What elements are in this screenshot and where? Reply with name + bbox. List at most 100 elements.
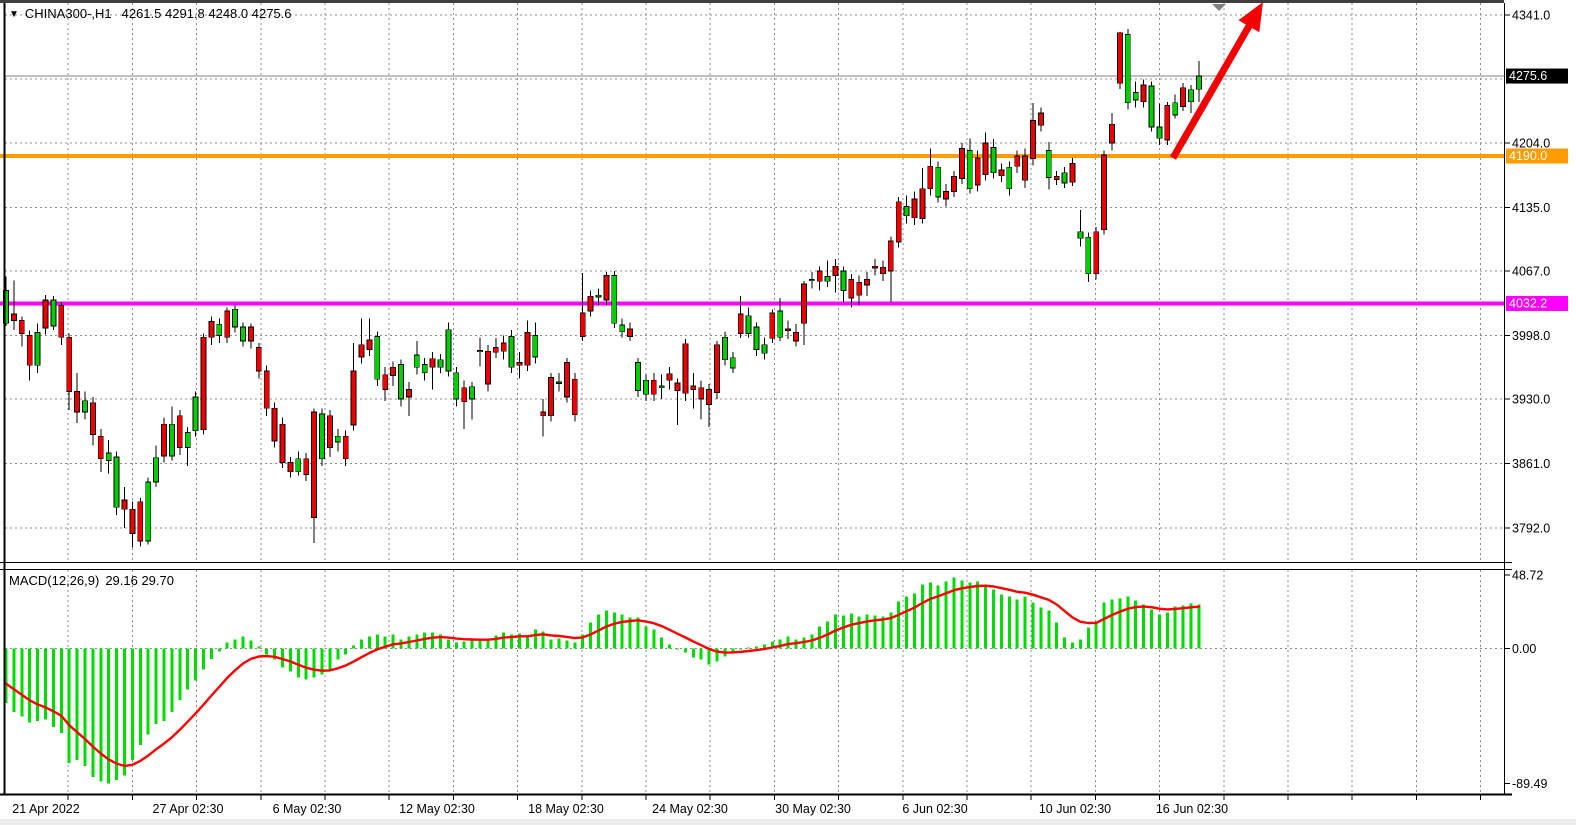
price-scale[interactable] xyxy=(1505,0,1576,795)
macd-histogram-bar xyxy=(178,648,182,700)
candle-down xyxy=(247,326,254,342)
macd-histogram-bar xyxy=(446,639,450,649)
candle-up xyxy=(635,362,641,391)
macd-histogram-bar xyxy=(968,582,972,649)
candle-down xyxy=(255,347,262,372)
candle-down xyxy=(872,265,878,269)
candle-down xyxy=(1180,87,1186,107)
macd-histogram-bar xyxy=(257,646,261,649)
candle-down xyxy=(492,347,499,353)
candle-up xyxy=(334,435,341,443)
candle-down xyxy=(1101,154,1107,231)
macd-histogram-bar xyxy=(533,629,537,649)
macd-histogram-bar xyxy=(660,637,664,649)
price-axis-label: 3998.0 xyxy=(1512,329,1550,343)
candle-down xyxy=(579,312,586,337)
time-scale[interactable] xyxy=(0,795,1576,825)
macd-histogram-bar xyxy=(1157,614,1161,649)
macd-histogram-bar xyxy=(676,648,679,650)
candle-up xyxy=(437,359,444,368)
candle-down xyxy=(895,201,902,243)
candle-up xyxy=(168,423,175,457)
candle-up xyxy=(1085,236,1092,275)
macd-histogram-bar xyxy=(928,582,932,649)
macd-histogram-bar xyxy=(636,617,640,649)
candle-down xyxy=(982,142,989,176)
macd-histogram-bar xyxy=(1086,627,1090,649)
macd-histogram-bar xyxy=(1102,602,1106,649)
macd-histogram-bar xyxy=(91,648,95,777)
time-axis-label: 24 May 02:30 xyxy=(652,802,728,816)
macd-histogram-bar xyxy=(146,648,150,735)
macd-histogram-bar xyxy=(525,636,529,649)
candle-up xyxy=(477,349,483,353)
candle-down xyxy=(358,344,365,358)
candle-up xyxy=(722,336,728,361)
macd-histogram-bar xyxy=(28,648,32,723)
macd-histogram-bar xyxy=(573,642,577,649)
candle-down xyxy=(785,328,791,332)
macd-histogram-bar xyxy=(1126,596,1130,649)
macd-histogram-bar xyxy=(731,648,735,652)
macd-histogram-bar xyxy=(304,648,308,680)
price-axis-label: 3792.0 xyxy=(1512,521,1550,535)
time-axis-label: 21 Apr 2022 xyxy=(12,802,79,816)
macd-histogram-bar xyxy=(747,647,751,649)
macd-histogram-bar xyxy=(1055,622,1059,649)
candle-up xyxy=(1148,85,1155,128)
macd-histogram-bar xyxy=(707,648,711,665)
symbol-dropdown-icon[interactable]: ▼ xyxy=(9,9,19,20)
macd-histogram-bar xyxy=(778,639,782,649)
candle-down xyxy=(571,378,578,416)
candle-down xyxy=(737,313,744,334)
macd-histogram-bar xyxy=(265,648,269,655)
macd-histogram-bar xyxy=(383,636,387,649)
macd-histogram-bar xyxy=(1165,612,1169,649)
candle-up xyxy=(145,481,152,542)
level-magenta-box xyxy=(1506,295,1568,311)
macd-histogram-bar xyxy=(1110,599,1114,649)
candle-down xyxy=(714,344,720,393)
candle-down xyxy=(832,265,839,277)
macd-histogram-bar xyxy=(1071,642,1074,649)
candle-down xyxy=(200,336,207,431)
macd-histogram-bar xyxy=(462,641,466,649)
macd-histogram-bar xyxy=(1189,603,1193,649)
macd-histogram-bar xyxy=(320,648,324,675)
candle-up xyxy=(824,276,831,282)
macd-signal-line xyxy=(4,584,1201,768)
macd-histogram-bar xyxy=(960,580,964,649)
candle-up xyxy=(658,385,665,389)
macd-histogram-bar xyxy=(44,648,47,720)
time-axis-label: 18 May 02:30 xyxy=(528,802,604,816)
macd-histogram-bar xyxy=(107,648,111,784)
candle-down xyxy=(208,321,215,338)
macd-histogram-bar xyxy=(352,645,356,649)
macd-histogram-bar xyxy=(936,585,940,649)
macd-histogram-bar xyxy=(241,636,245,649)
macd-histogram-bar xyxy=(1063,637,1067,649)
candle-down xyxy=(1053,176,1060,180)
macd-histogram-bar xyxy=(375,634,379,649)
macd-histogram-bar xyxy=(739,648,743,650)
macd-histogram-bar xyxy=(518,633,521,649)
candle-down xyxy=(366,339,373,350)
macd-indicator-label: MACD(12,26,9) 29.16 29.70 xyxy=(9,573,174,588)
window-bottom-strip xyxy=(0,819,1576,825)
candle-down xyxy=(137,501,144,542)
price-axis-label: 4135.0 xyxy=(1512,201,1550,215)
macd-histogram-bar xyxy=(1181,605,1185,649)
candle-up xyxy=(1156,126,1163,139)
macd-histogram-bar xyxy=(944,581,948,649)
candle-down xyxy=(516,362,523,366)
candle-down xyxy=(856,281,863,296)
candle-down xyxy=(974,157,981,186)
candle-down xyxy=(848,278,855,299)
candle-down xyxy=(161,423,167,457)
macd-histogram-bar xyxy=(873,615,877,649)
candle-down xyxy=(682,343,689,394)
symbol-period-label: CHINA300-,H1 xyxy=(24,6,112,21)
current-price-label: 4275.6 xyxy=(1509,69,1547,83)
